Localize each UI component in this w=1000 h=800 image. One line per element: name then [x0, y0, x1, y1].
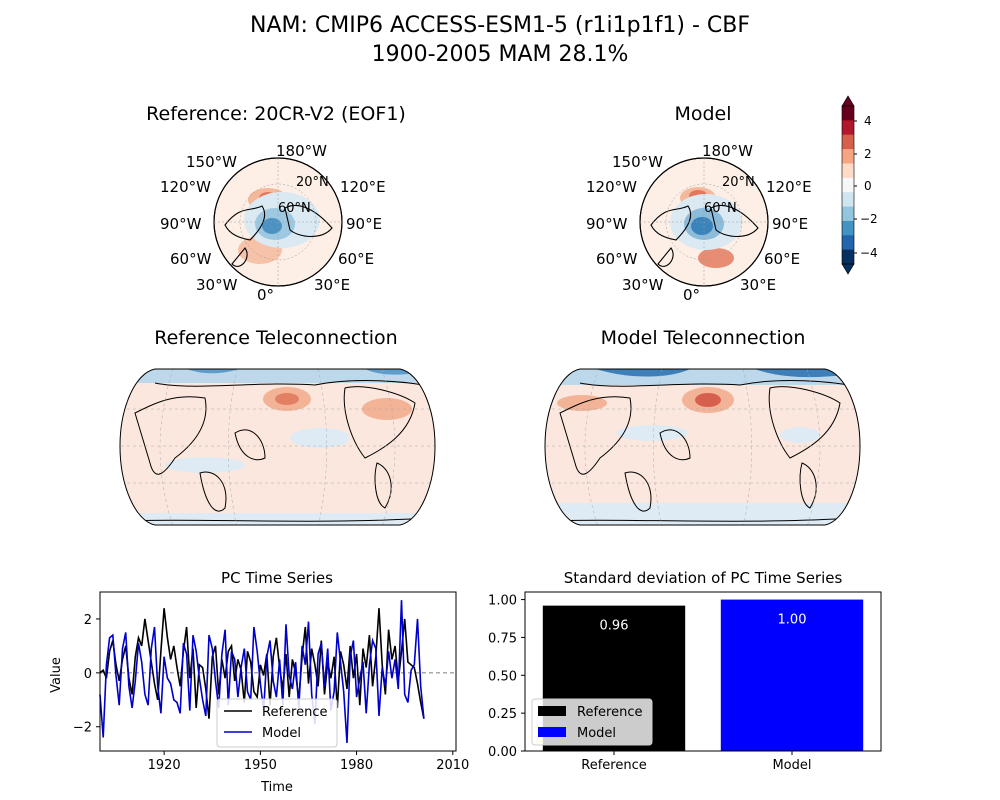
- colorbar-cell: [842, 235, 854, 251]
- colorbar-cell: [842, 249, 854, 265]
- pc-ts-axes: [99, 591, 457, 752]
- model-label-20n: 20°N: [722, 175, 755, 190]
- ref-label-150w: 150°W: [186, 153, 237, 171]
- colorbar-tick-2: 2: [864, 147, 872, 161]
- ref-label-120e: 120°E: [340, 178, 386, 196]
- figure-title-line2: 1900-2005 MAM 28.1%: [371, 42, 629, 67]
- legend-swatch-model-bar: [538, 727, 566, 737]
- colorbar-tick-4: 4: [864, 114, 872, 128]
- ref-label-90w: 90°W: [160, 215, 202, 233]
- model-label-180w: 180°W: [702, 142, 753, 160]
- model-tele-map: [544, 368, 861, 526]
- colorbar-cell: [842, 163, 854, 179]
- y-tick-label: 0.50: [488, 669, 517, 684]
- x-category-label: Reference: [581, 758, 646, 773]
- pc-ts-ylabel: Value: [49, 657, 64, 693]
- std-dev-bar-chart: Standard deviation of PC Time Series 0.9…: [488, 569, 882, 773]
- x-tick-label: 1980: [340, 758, 373, 773]
- legend-swatch-reference-bar: [538, 706, 566, 716]
- pc-ts-xlabel: Time: [260, 780, 293, 795]
- colorbar-top-arrow: [841, 95, 855, 107]
- colorbar-cell: [842, 106, 854, 121]
- ref-label-120w: 120°W: [160, 178, 211, 196]
- colorbar: 4 2 0 −2 −4: [841, 95, 878, 275]
- bar-value-label: 0.96: [600, 619, 629, 634]
- x-tick-label: 1950: [244, 758, 277, 773]
- model-polar-map: 180°W 150°W 120°W 90°W 60°W 30°W 0° 30°E…: [586, 142, 812, 304]
- ref-label-60w: 60°W: [170, 250, 212, 268]
- x-category-label: Model: [772, 758, 811, 773]
- legend-label-reference-bar: Reference: [577, 705, 642, 720]
- bar-value-label: 1.00: [778, 613, 807, 628]
- pc-ts-title: PC Time Series: [221, 569, 333, 587]
- model-label-90e: 90°E: [772, 215, 808, 233]
- y-tick-label: −2: [73, 721, 92, 736]
- figure-title-line1: NAM: CMIP6 ACCESS-ESM1-5 (r1i1p1f1) - CB…: [250, 13, 750, 38]
- colorbar-tick-neg2: −2: [860, 212, 878, 226]
- model-label-90w: 90°W: [586, 215, 628, 233]
- x-tick-label: 2010: [436, 758, 469, 773]
- y-tick-label: 2: [84, 613, 92, 628]
- colorbar-cell: [842, 220, 854, 236]
- std-title: Standard deviation of PC Time Series: [564, 569, 843, 587]
- ref-label-0: 0°: [257, 286, 274, 304]
- x-tick-label: 1920: [148, 758, 181, 773]
- ref-tele-title: Reference Teleconnection: [154, 327, 398, 349]
- colorbar-cell: [842, 134, 854, 150]
- ref-label-30e: 30°E: [314, 276, 350, 294]
- pc-time-series-chart: PC Time Series Time Value 1920 1950 1980 20…: [49, 569, 469, 795]
- series-line-model: [99, 600, 425, 743]
- model-positive-anomaly-2: [698, 248, 734, 268]
- model-label-0: 0°: [683, 286, 700, 304]
- colorbar-cell: [842, 120, 854, 136]
- colorbar-cell: [842, 192, 854, 208]
- ref-eof-title: Reference: 20CR-V2 (EOF1): [146, 103, 406, 125]
- y-tick-label: 0.25: [488, 707, 517, 722]
- legend-label-model-bar: Model: [577, 726, 616, 741]
- ref-polar-map: 180°W 150°W 120°W 90°W 60°W 30°W 0° 30°E…: [160, 142, 386, 304]
- legend-label-model: Model: [262, 726, 301, 741]
- model-label-60w: 60°W: [596, 250, 638, 268]
- y-tick-label: 0.00: [488, 745, 517, 760]
- colorbar-tick-0: 0: [864, 179, 872, 193]
- y-tick-label: 0.75: [488, 631, 517, 646]
- model-label-120e: 120°E: [766, 178, 812, 196]
- y-tick-label: 0: [84, 667, 92, 682]
- colorbar-cell: [842, 206, 854, 222]
- ref-negative-core: [262, 218, 282, 234]
- model-label-150w: 150°W: [612, 153, 663, 171]
- ref-label-60n: 60°N: [278, 201, 311, 216]
- colorbar-tick-neg4: −4: [860, 246, 878, 260]
- std-legend: Reference Model: [531, 698, 653, 746]
- model-label-120w: 120°W: [586, 178, 637, 196]
- std-axes: [524, 591, 882, 752]
- ref-label-20n: 20°N: [296, 175, 329, 190]
- model-negative-core: [691, 217, 713, 235]
- bar-model: [720, 599, 864, 751]
- model-label-30w: 30°W: [622, 276, 664, 294]
- model-label-60n: 60°N: [704, 201, 737, 216]
- model-tele-title: Model Teleconnection: [600, 327, 806, 349]
- legend-label-reference: Reference: [262, 705, 327, 720]
- ref-label-30w: 30°W: [196, 276, 238, 294]
- y-tick-label: 1.00: [488, 594, 517, 609]
- colorbar-bottom-arrow: [841, 263, 855, 275]
- model-eof-title: Model: [674, 103, 732, 125]
- ref-label-90e: 90°E: [346, 215, 382, 233]
- colorbar-cell: [842, 149, 854, 164]
- ref-label-60e: 60°E: [338, 250, 374, 268]
- model-label-30e: 30°E: [740, 276, 776, 294]
- series-line-reference: [99, 608, 425, 719]
- pc-ts-legend: Reference Model: [216, 698, 338, 748]
- model-label-60e: 60°E: [764, 250, 800, 268]
- colorbar-cell: [842, 177, 854, 193]
- ref-tele-map: [119, 368, 436, 526]
- ref-label-180w: 180°W: [276, 142, 327, 160]
